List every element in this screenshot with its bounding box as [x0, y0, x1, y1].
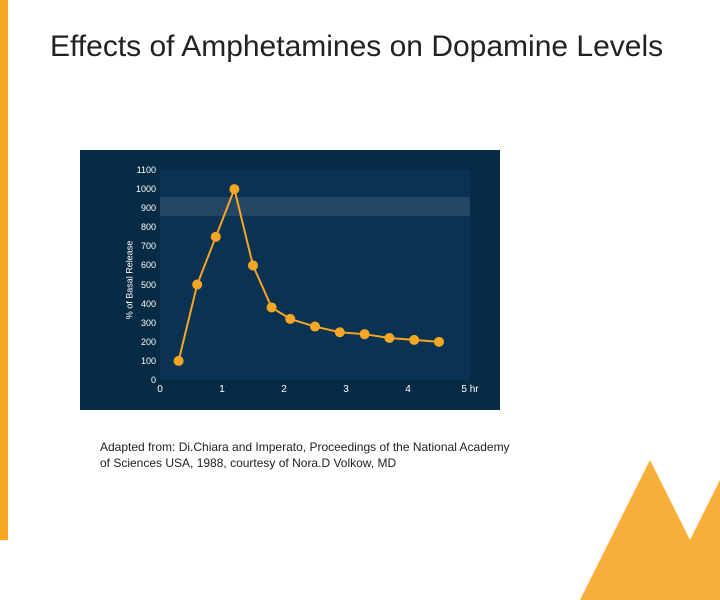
- y-tick-label: 300: [128, 318, 156, 328]
- y-tick-label: 1100: [128, 165, 156, 175]
- series-marker: [434, 337, 444, 347]
- series-marker: [384, 333, 394, 343]
- chart-line-svg: [160, 170, 470, 380]
- y-tick-label: 200: [128, 337, 156, 347]
- slide-title: Effects of Amphetamines on Dopamine Leve…: [50, 30, 663, 65]
- y-tick-label: 500: [128, 280, 156, 290]
- caption-text: Adapted from: Di.Chiara and Imperato, Pr…: [100, 440, 520, 471]
- y-tick-label: 100: [128, 356, 156, 366]
- x-tick-label: 1: [219, 384, 225, 395]
- chart-plot-area: [160, 170, 470, 380]
- chart-panel: % of Basal Release AMPHETAMINE DA 010020…: [80, 150, 500, 410]
- series-marker: [211, 232, 221, 242]
- series-marker: [310, 322, 320, 332]
- y-tick-label: 1000: [128, 184, 156, 194]
- x-tick-label: 2: [281, 384, 287, 395]
- series-marker: [174, 356, 184, 366]
- series-line: [179, 189, 439, 361]
- series-marker: [285, 314, 295, 324]
- accent-border: [0, 0, 8, 540]
- y-tick-label: 700: [128, 241, 156, 251]
- y-tick-label: 800: [128, 222, 156, 232]
- y-tick-label: 600: [128, 260, 156, 270]
- series-marker: [267, 302, 277, 312]
- series-marker: [409, 335, 419, 345]
- x-tick-label: 5 hr: [461, 384, 478, 395]
- series-marker: [248, 260, 258, 270]
- series-marker: [229, 184, 239, 194]
- series-marker: [360, 329, 370, 339]
- series-marker: [192, 280, 202, 290]
- y-tick-label: 400: [128, 299, 156, 309]
- series-marker: [335, 327, 345, 337]
- x-tick-label: 0: [157, 384, 163, 395]
- y-tick-label: 0: [128, 375, 156, 385]
- accent-shape-decoration: [580, 340, 720, 600]
- y-tick-label: 900: [128, 203, 156, 213]
- x-tick-label: 3: [343, 384, 349, 395]
- x-tick-label: 4: [405, 384, 411, 395]
